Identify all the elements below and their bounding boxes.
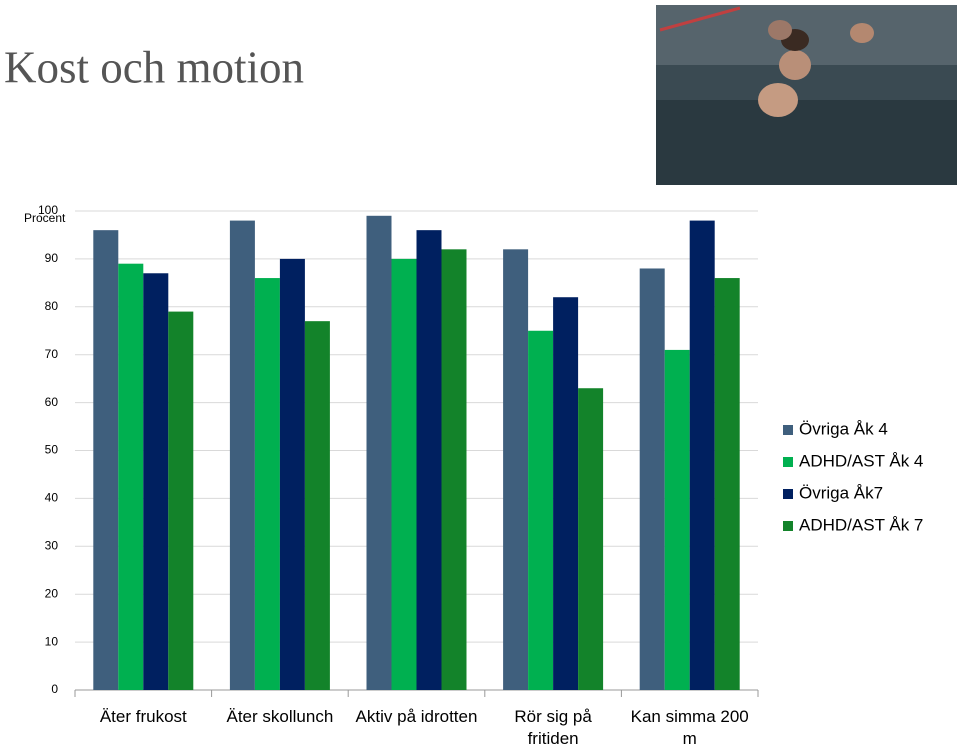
x-tick-label: Rör sig på fritiden [514, 707, 592, 748]
y-tick-label: 60 [45, 395, 59, 409]
y-tick-label: 10 [45, 634, 59, 648]
bar [229, 220, 255, 690]
legend-label: ADHD/AST Åk 7 [799, 515, 923, 534]
bar [639, 268, 665, 690]
y-tick-label: 20 [45, 586, 59, 600]
x-tick-label: Kan simma 200 m [630, 707, 749, 748]
y-axis-label: Procent [24, 211, 66, 225]
bar [578, 388, 604, 690]
bar [391, 258, 417, 690]
bar [304, 321, 330, 690]
slide-title: Kost och motion [4, 42, 304, 92]
x-tick-label: Äter skollunch [226, 707, 334, 726]
legend-swatch [783, 457, 793, 467]
legend-swatch [783, 489, 793, 499]
y-tick-label: 70 [45, 347, 59, 361]
legend-label: Övriga Åk7 [799, 483, 883, 502]
bar [366, 215, 392, 691]
y-tick-label: 50 [45, 443, 59, 457]
x-tick-label: Äter frukost [99, 707, 187, 726]
legend-swatch [783, 425, 793, 435]
legend-label: ADHD/AST Åk 4 [799, 451, 923, 470]
legend-label: Övriga Åk 4 [799, 419, 888, 438]
bar [416, 230, 442, 690]
bar [441, 249, 467, 690]
bar [168, 311, 194, 690]
bar [254, 278, 280, 690]
bar [528, 330, 554, 690]
y-tick-label: 30 [45, 538, 59, 552]
y-tick-label: 90 [45, 251, 59, 265]
bar [93, 230, 119, 690]
y-tick-label: 80 [45, 299, 59, 313]
x-tick-label: Aktiv på idrotten [355, 707, 478, 726]
bar [279, 258, 305, 690]
bar [503, 249, 529, 690]
photo [656, 5, 957, 185]
legend-swatch [783, 521, 793, 531]
bar [143, 273, 169, 690]
bar [664, 349, 690, 690]
bar [714, 278, 740, 690]
bar [553, 297, 579, 690]
y-tick-label: 0 [51, 682, 58, 696]
y-tick-label: 100 [38, 203, 58, 217]
bar [118, 263, 144, 690]
bar [689, 220, 715, 690]
y-tick-label: 40 [45, 491, 59, 505]
